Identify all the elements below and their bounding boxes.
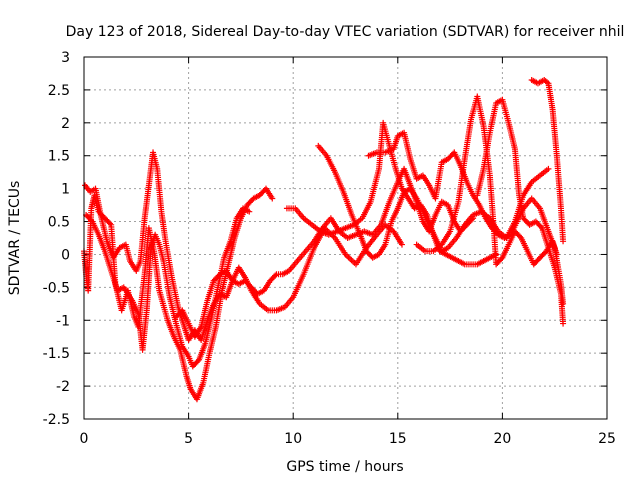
data-point (348, 257, 355, 264)
data-point (88, 217, 95, 224)
data-point (553, 251, 560, 258)
data-point (545, 165, 552, 172)
y-tick-label: 3 (61, 50, 70, 66)
x-tick-label: 20 (493, 431, 511, 447)
data-point (498, 256, 505, 263)
chart-title: Day 123 of 2018, Sidereal Day-to-day VTE… (66, 24, 625, 40)
y-tick-label: 0 (61, 247, 70, 263)
y-axis-label: SDTVAR / TECUs (7, 181, 23, 296)
data-point (516, 233, 523, 240)
data-point (272, 272, 279, 279)
data-point (246, 208, 253, 215)
y-tick-label: -0.5 (43, 280, 70, 296)
data-points (81, 77, 567, 403)
y-tick-label: -1.5 (43, 346, 70, 362)
x-axis-label: GPS time / hours (286, 459, 403, 475)
data-point (346, 255, 353, 262)
x-tick-label: 15 (389, 431, 407, 447)
data-point (560, 320, 567, 327)
data-point (398, 241, 405, 248)
x-tick-label: 0 (80, 431, 89, 447)
y-tick-label: -1 (56, 313, 70, 329)
data-point (349, 258, 356, 265)
y-tick-label: 2 (61, 116, 70, 132)
y-tick-label: 1.5 (48, 149, 70, 165)
y-tick-label: 0.5 (48, 215, 70, 231)
data-point (560, 238, 567, 245)
axes: 0 5 10 15 20 25 -2.5 -2 -1.5 -1 -0.5 0 0.5 1 1.5 2 2.5 3 (43, 50, 616, 447)
y-tick-label: 1 (61, 182, 70, 198)
x-tick-label: 25 (598, 431, 616, 447)
data-point (544, 79, 551, 86)
x-tick-label: 5 (184, 431, 193, 447)
data-point (194, 358, 201, 365)
data-point (269, 195, 276, 202)
plot-border (83, 56, 608, 420)
y-tick-label: 2.5 (48, 83, 70, 99)
x-tick-label: 10 (284, 431, 302, 447)
y-tick-label: -2.5 (43, 412, 70, 428)
data-point (537, 223, 544, 230)
y-tick-label: -2 (56, 379, 70, 395)
data-point (345, 254, 352, 261)
data-point (106, 220, 113, 227)
